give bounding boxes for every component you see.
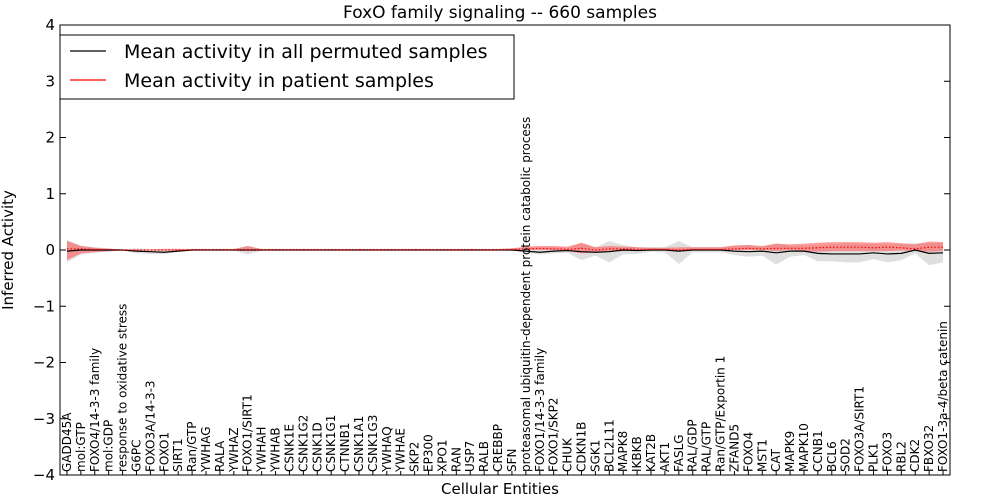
x-tick-label: MAPK8 — [616, 431, 630, 472]
x-tick-label: FOXO4/14-3-3 family — [88, 348, 102, 472]
series-line-patient — [66, 246, 944, 251]
x-tick-label: RAL/GTP — [700, 422, 714, 472]
x-tick-label: FOXO4 — [741, 432, 755, 472]
x-tick-label: CDKN1B — [574, 422, 588, 472]
x-tick-label: response to oxidative stress — [116, 304, 130, 472]
x-tick-label: RAN — [449, 447, 463, 472]
x-tick-label: CSNK1G2 — [296, 415, 310, 472]
y-tick-label: −1 — [33, 297, 55, 315]
x-tick-label: AKT1 — [658, 442, 672, 472]
x-tick-label: CREBBP — [491, 424, 505, 472]
x-tick-label: YWHAE — [394, 428, 408, 473]
x-tick-label: CSNK1A1 — [352, 416, 366, 472]
x-tick-label: FOXO3 — [880, 432, 894, 472]
x-tick-label: Ran/GTP — [185, 421, 199, 472]
x-tick-label: BCL6 — [825, 441, 839, 472]
x-tick-label: mol:GTP — [74, 422, 88, 472]
y-tick-label: 0 — [45, 241, 55, 259]
x-tick-label: SGK1 — [588, 440, 602, 472]
x-tick-label: FOXO3A/14-3-3 — [143, 380, 157, 472]
y-tick-label: −2 — [33, 354, 55, 372]
x-tick-label: SOD2 — [839, 438, 853, 472]
x-tick-label: CHUK — [561, 437, 575, 472]
band-permuted — [66, 239, 944, 266]
x-tick-label: SKP2 — [408, 442, 422, 472]
x-tick-label: MAPK10 — [797, 423, 811, 472]
x-tick-label: FOXO1/SIRT1 — [241, 394, 255, 472]
x-tick-label: proteasomal ubiquitin-dependent protein … — [519, 117, 533, 472]
x-tick-label: CAT — [769, 448, 783, 472]
x-tick-label: RALB — [477, 441, 491, 472]
y-tick-label: −3 — [33, 410, 55, 428]
legend: Mean activity in all permuted samples Me… — [59, 34, 515, 100]
x-tick-label: CSNK1E — [282, 424, 296, 472]
x-tick-label: CCNB1 — [811, 430, 825, 472]
x-tick-label: BCL2L11 — [602, 419, 616, 472]
x-tick-label: XPO1 — [435, 439, 449, 472]
x-tick-label: USP7 — [463, 441, 477, 472]
x-tick-label: CSNK1G3 — [366, 415, 380, 472]
x-tick-label: RBL2 — [894, 441, 908, 472]
x-tick-label: SFN — [505, 449, 519, 473]
x-tick-label: EP300 — [422, 434, 436, 472]
y-axis-label: Inferred Activity — [0, 190, 17, 310]
x-tick-label: Ran/GTP/Exportin 1 — [714, 356, 728, 472]
x-tick-label: YWHAG — [199, 426, 213, 473]
x-tick-label: SIRT1 — [171, 438, 185, 472]
x-tick-label: FOXO1 — [157, 432, 171, 472]
x-tick-label: FASLG — [672, 434, 686, 472]
x-tick-label: FOXO1/SKP2 — [547, 397, 561, 472]
y-axis: −4 −3 −2 −1 0 1 2 3 4 — [33, 16, 950, 484]
x-tick-label: YWHAQ — [380, 426, 394, 473]
legend-label-permuted: Mean activity in all permuted samples — [124, 41, 487, 63]
y-tick-label: 3 — [45, 72, 55, 90]
x-tick-label: mol:GDP — [102, 420, 116, 472]
x-tick-label: CSNK1G1 — [324, 415, 338, 472]
x-tick-label: ZFAND5 — [727, 424, 741, 472]
x-tick-label: FOXO3A/SIRT1 — [853, 386, 867, 472]
chart-title: FoxO family signaling -- 660 samples — [343, 3, 657, 23]
x-tick-label: CTNNB1 — [338, 422, 352, 472]
x-tick-label: IKBKB — [630, 436, 644, 472]
x-axis-tick-labels: GADD45A mol:GTP FOXO4/14-3-3 family mol:GDP… — [60, 117, 950, 475]
x-tick-label: PLK1 — [867, 443, 881, 472]
x-tick-label: G6PC — [129, 439, 143, 472]
x-tick-label: YWHAZ — [227, 427, 241, 473]
x-tick-label: YWHAH — [255, 427, 269, 473]
x-tick-label: YWHAB — [269, 427, 283, 473]
y-tick-label: 4 — [45, 16, 55, 34]
x-axis-label: Cellular Entities — [441, 480, 559, 498]
y-tick-label: −4 — [33, 466, 55, 484]
x-tick-label: FOXO1-3a-4/beta catenin — [936, 321, 950, 472]
x-tick-label: FBXO32 — [922, 425, 936, 472]
x-tick-label: FOXO1/14-3-3 family — [533, 348, 547, 472]
series-lines — [66, 246, 944, 255]
x-tick-label: GADD45A — [60, 412, 74, 472]
y-tick-label: 2 — [45, 129, 55, 147]
x-tick-label: MST1 — [755, 439, 769, 472]
legend-box — [59, 34, 515, 100]
legend-label-patient: Mean activity in patient samples — [124, 70, 434, 92]
x-tick-label: CDK2 — [908, 439, 922, 472]
x-tick-label: RALA — [213, 440, 227, 472]
x-tick-label: MAPK9 — [783, 431, 797, 472]
x-tick-label: CSNK1D — [310, 422, 324, 472]
x-tick-label: KAT2B — [644, 434, 658, 472]
y-tick-label: 1 — [45, 185, 55, 203]
x-tick-label: RAL/GDP — [686, 419, 700, 472]
